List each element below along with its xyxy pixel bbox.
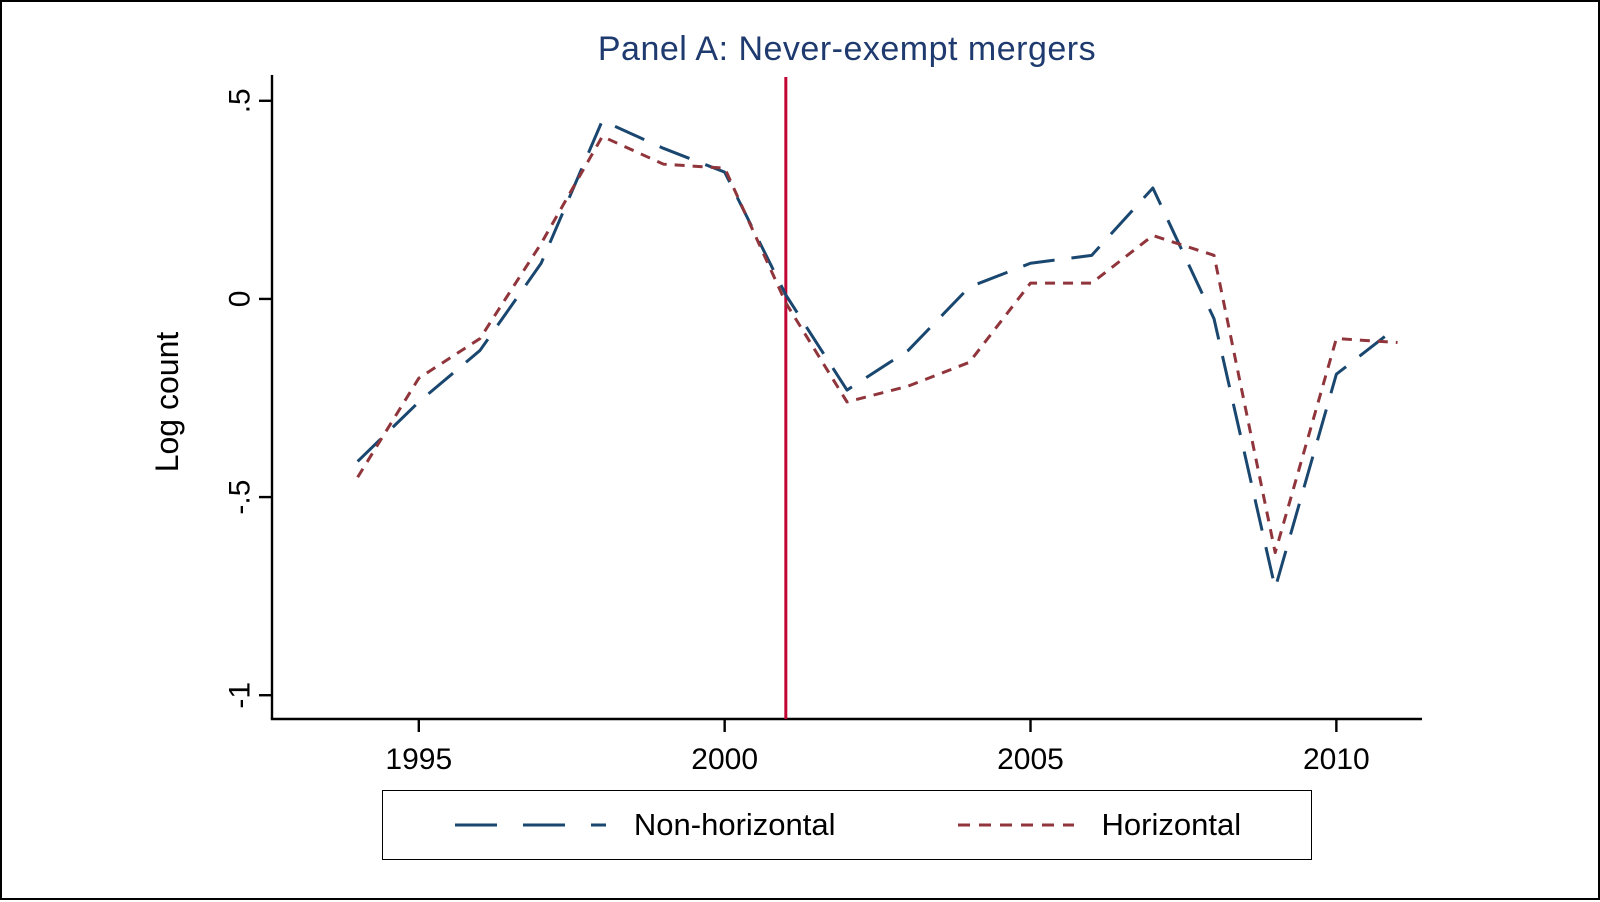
legend-item-horizontal: Horizontal	[956, 807, 1242, 843]
chart-title: Panel A: Never-exempt mergers	[597, 30, 1097, 68]
legend-label-horizontal: Horizontal	[1101, 807, 1242, 842]
y-tick-label: .5	[224, 88, 257, 113]
y-tick-label: 0	[224, 291, 257, 308]
x-tick-label: 2010	[1303, 743, 1370, 776]
legend-item-non-horizontal: Non-horizontal	[453, 807, 836, 843]
x-tick-label: 2005	[997, 743, 1064, 776]
non-horizontal-dash-sample-icon	[454, 823, 606, 827]
legend: Non-horizontal Horizontal	[272, 790, 1422, 860]
x-tick-label: 1995	[385, 743, 452, 776]
y-tick-label: -.5	[224, 480, 257, 515]
x-tick-label: 2000	[691, 743, 758, 776]
y-tick-label: -1	[224, 682, 257, 709]
legend-box: Non-horizontal Horizontal	[381, 790, 1313, 860]
legend-label-non-horizontal: Non-horizontal	[633, 807, 836, 842]
series-line-non-horizontal	[356, 119, 1399, 590]
horizontal-dash-sample-icon	[957, 823, 1074, 827]
series-line-horizontal	[356, 134, 1398, 555]
